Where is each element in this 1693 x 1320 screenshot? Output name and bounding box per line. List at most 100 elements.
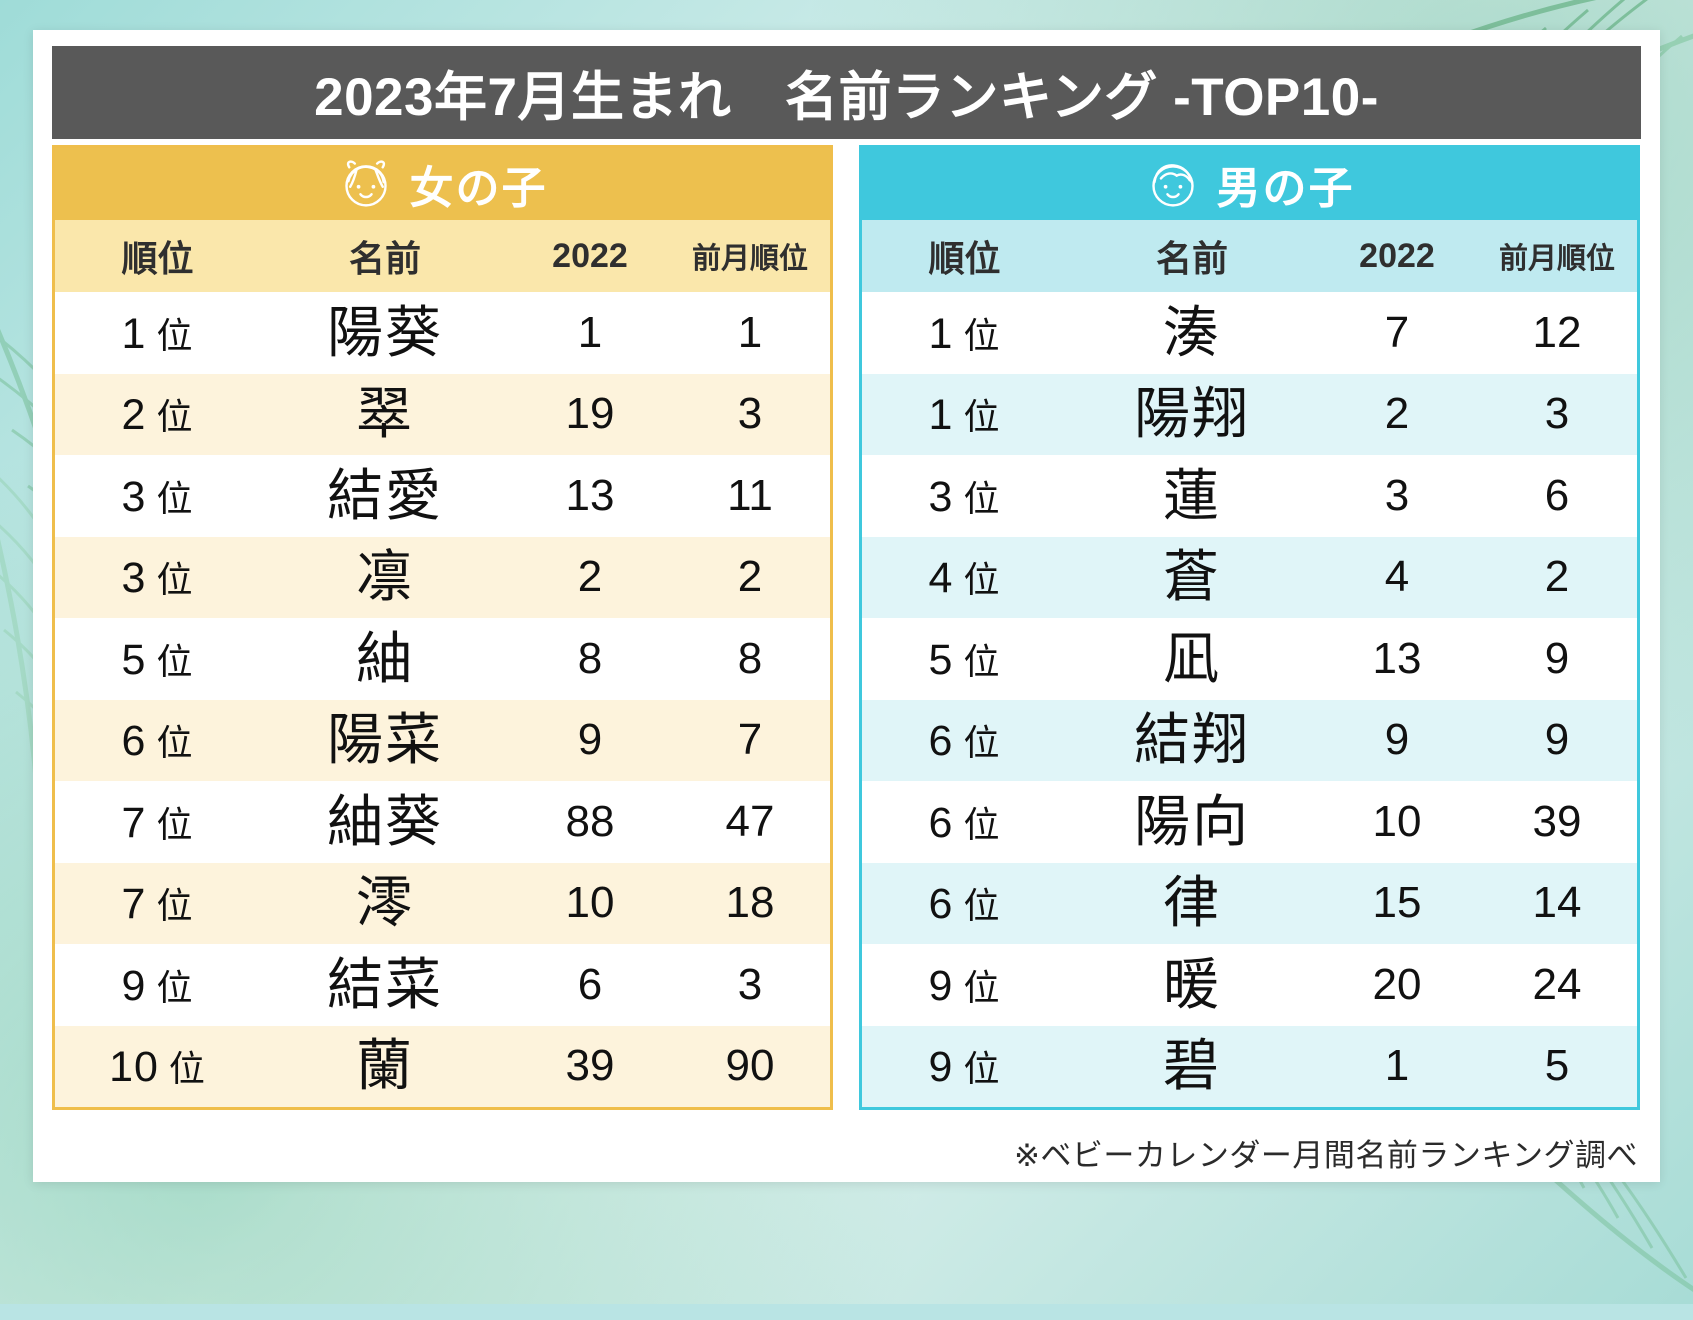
girls-col-name: 名前 [348, 238, 421, 279]
year-2022-cell: 4 [1384, 552, 1410, 602]
prev-month-rank-cell: 2 [1544, 552, 1570, 602]
year-2022-cell: 9 [1384, 715, 1410, 765]
prev-month-rank-cell: 6 [1544, 470, 1570, 520]
year-2022-cell: 20 [1372, 959, 1422, 1009]
source-note: ※ベビーカレンダー月間名前ランキング調べ [1013, 1138, 1638, 1173]
rank-suffix: 位 [963, 396, 1001, 438]
prev-month-rank-cell: 14 [1532, 878, 1582, 928]
year-2022-cell: 88 [565, 796, 615, 846]
rank-number: 3 [121, 554, 147, 603]
rank-suffix: 位 [963, 966, 1001, 1008]
prev-month-rank-cell: 8 [737, 633, 763, 683]
boys-col-prev-rank: 前月順位 [1498, 243, 1615, 275]
rank-suffix: 位 [963, 314, 1001, 356]
name-cell: 凪 [1163, 626, 1221, 690]
rank-number: 9 [121, 961, 147, 1010]
year-2022-cell: 10 [1372, 796, 1422, 846]
prev-month-rank-cell: 2 [737, 552, 763, 602]
rank-number: 1 [928, 391, 954, 440]
rank-number: 2 [121, 391, 147, 440]
prev-month-rank-cell: 3 [737, 959, 763, 1009]
table-row: 6 位 結翔 9 9 [862, 699, 1637, 781]
rank-number: 1 [928, 309, 954, 358]
boys-col-rank: 順位 [928, 238, 1001, 279]
name-cell: 暖 [1163, 952, 1221, 1016]
table-row: 1 位陽葵 1 1 [55, 292, 830, 374]
rank-suffix: 位 [963, 803, 1001, 845]
prev-month-rank-cell: 7 [737, 715, 763, 765]
rank-suffix: 位 [156, 966, 194, 1008]
rank-suffix: 位 [156, 722, 194, 764]
year-2022-cell: 3 [1384, 470, 1410, 520]
year-2022-cell: 7 [1384, 307, 1410, 357]
rank-suffix: 位 [168, 1048, 206, 1090]
boys-column-header: 順位 名前 2022 前月順位 [862, 220, 1637, 292]
name-cell: 結菜 [327, 952, 443, 1016]
boys-ranking-panel: 男の子 順位 名前 2022 前月順位 1 位湊 7 12 1 位陽翔 2 3 3 位蓮 3 6 4 位蒼… [859, 145, 1640, 1110]
rank-number: 5 [928, 635, 954, 684]
table-row: 10 位 蘭 39 90 [55, 1025, 830, 1107]
year-2022-cell: 19 [565, 389, 615, 439]
rank-number: 6 [928, 717, 954, 766]
table-row: 1 位 陽翔 2 3 [862, 373, 1637, 455]
prev-month-rank-cell: 1 [737, 307, 763, 357]
prev-month-rank-cell: 24 [1532, 959, 1582, 1009]
name-cell: 陽向 [1134, 789, 1250, 853]
rank-number: 6 [928, 798, 954, 847]
year-2022-cell: 2 [1384, 389, 1410, 439]
rank-number: 10 [109, 1043, 159, 1092]
rank-suffix: 位 [963, 477, 1001, 519]
rank-suffix: 位 [156, 803, 194, 845]
girls-col-prev-rank: 前月順位 [691, 243, 808, 275]
girls-col-rank: 順位 [121, 238, 194, 279]
name-cell: 結愛 [327, 463, 443, 527]
prev-month-rank-cell: 11 [727, 470, 773, 520]
rank-suffix: 位 [156, 314, 194, 356]
name-cell: 紬 [356, 626, 414, 690]
name-cell: 陽葵 [327, 300, 443, 364]
year-2022-cell: 6 [577, 959, 603, 1009]
year-2022-cell: 15 [1372, 878, 1422, 928]
name-cell: 結翔 [1134, 708, 1250, 772]
rank-suffix: 位 [963, 1048, 1001, 1090]
table-row: 2 位 翠 19 3 [55, 373, 830, 455]
rankings-container: 女の子 順位 名前 2022 前月順位 1 位陽葵 1 1 2 位翠 19 3 3 位結愛 13 11… [52, 145, 1641, 1110]
name-cell: 碧 [1163, 1034, 1221, 1098]
rank-cell: 10 位 [55, 1040, 260, 1092]
table-row: 6 位 律 15 14 [862, 862, 1637, 944]
rank-number: 3 [928, 472, 954, 521]
name-cell: 律 [1163, 871, 1221, 935]
name-cell: 蘭 [356, 1034, 414, 1098]
rank-suffix: 位 [156, 640, 194, 682]
table-row: 3 位 結愛 13 11 [55, 455, 830, 537]
year-2022-cell: 13 [565, 470, 615, 520]
year-2022-cell: 9 [577, 715, 603, 765]
table-row: 1 位 湊 7 12 [862, 292, 1637, 374]
title-bar: 2023年7月生まれ 名前ランキング -TOP10- [52, 46, 1641, 139]
boys-panel-label: 男の子 [1216, 164, 1355, 213]
name-cell: 凛 [356, 545, 414, 609]
table-row: 9 位 暖 20 24 [862, 944, 1637, 1026]
name-cell: 紬葵 [327, 789, 443, 853]
content-card: 2023年7月生まれ 名前ランキング -TOP10- [33, 30, 1660, 1182]
table-row: 6 位 陽菜 9 7 [55, 699, 830, 781]
prev-month-rank-cell: 12 [1532, 307, 1582, 357]
boy-face-icon [1151, 164, 1194, 207]
